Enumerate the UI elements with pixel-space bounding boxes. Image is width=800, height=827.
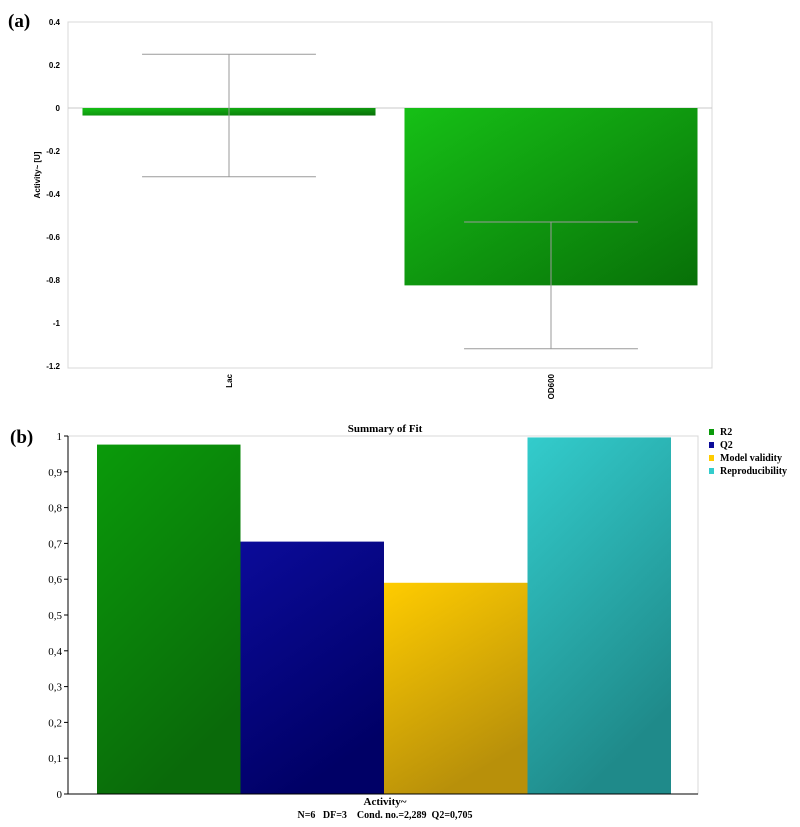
panel-b-x-axis-title: Activity~ xyxy=(364,796,407,808)
panel-a-y-ticks: 0.4 0.2 0 -0.2 -0.4 -0.6 -0.8 -1 -1.2 xyxy=(46,18,60,371)
panel-a-error-bars xyxy=(142,53,638,350)
legend-swatch xyxy=(709,455,714,461)
panel-b-bar-model-validity xyxy=(384,582,528,794)
panel-a-x-labels: Lac OD600 xyxy=(225,373,556,399)
panel-a-x-tick-label: Lac xyxy=(225,373,234,387)
panel-b-y-tick-label: 0,1 xyxy=(48,753,62,765)
panel-a-y-tick-label: -1 xyxy=(53,319,61,328)
legend-label: Q2 xyxy=(720,440,733,451)
legend-label: Reproducibility xyxy=(720,466,787,477)
panel-a-y-tick-label: 0 xyxy=(56,104,61,113)
panel-a-y-tick-label: -0.2 xyxy=(46,147,60,156)
panel-b-y-tick-label: 0,7 xyxy=(48,538,62,550)
panel-a-y-tick-label: -0.4 xyxy=(46,190,60,199)
panel-b-y-tick-label: 0,3 xyxy=(48,682,62,694)
panel-b-y-tick-label: 0,5 xyxy=(48,610,62,622)
panel-b-footnote: N=6 DF=3 Cond. no.=2,289 Q2=0,705 xyxy=(297,810,472,821)
legend-swatch xyxy=(709,468,714,474)
panel-b-title: Summary of Fit xyxy=(348,423,423,435)
panel-b-y-tick-label: 0,6 xyxy=(48,574,62,586)
panel-a-y-tick-label: -0.6 xyxy=(46,233,60,242)
legend-swatch xyxy=(709,442,714,448)
panel-b-y-tick-label: 0,8 xyxy=(48,503,62,515)
panel-b-legend: R2 Q2 Model validity Reproducibility xyxy=(709,427,787,477)
legend-label: R2 xyxy=(720,427,732,438)
panel-b-bars xyxy=(97,437,671,794)
panel-a-y-tick-label: 0.2 xyxy=(49,61,61,70)
panel-b-bar-r2 xyxy=(97,444,241,794)
panel-b-y-tick-label: 0,9 xyxy=(48,467,62,479)
panel-b-y-tick-label: 0 xyxy=(57,789,63,801)
panel-a-label: (a) xyxy=(8,11,30,32)
panel-b-bar-reproducibility xyxy=(527,437,671,794)
panel-b-label: (b) xyxy=(10,427,33,448)
panel-a-y-tick-label: 0.4 xyxy=(49,18,61,27)
legend-label: Model validity xyxy=(720,453,782,464)
panel-b-bar-q2 xyxy=(240,541,384,794)
panel-b-y-tick-label: 0,4 xyxy=(48,646,62,658)
panel-a-y-axis-title: Activity~ [U] xyxy=(33,151,42,198)
panel-a-y-tick-label: -1.2 xyxy=(46,362,60,371)
panel-b-y-tick-label: 0,2 xyxy=(48,717,62,729)
panel-a-bars xyxy=(82,108,698,286)
legend-swatch xyxy=(709,429,714,435)
panel-a-y-tick-label: -0.8 xyxy=(46,276,60,285)
panel-a-x-tick-label: OD600 xyxy=(547,373,556,399)
panel-a: (a) 0.4 0.2 0 -0.2 -0.4 -0.6 -0.8 -1 -1.2 Lac OD6… xyxy=(8,11,713,399)
panel-b: (b) Summary of Fit 1 0,9 0,8 0,7 0,6 0,5 0,4 0,… xyxy=(10,423,787,821)
panel-b-y-ticks: 1 0,9 0,8 0,7 0,6 0,5 0,4 0,3 0,2 0,1 0 xyxy=(48,431,69,801)
panel-a-plot-frame xyxy=(67,21,713,369)
panel-b-y-tick-label: 1 xyxy=(57,431,63,443)
